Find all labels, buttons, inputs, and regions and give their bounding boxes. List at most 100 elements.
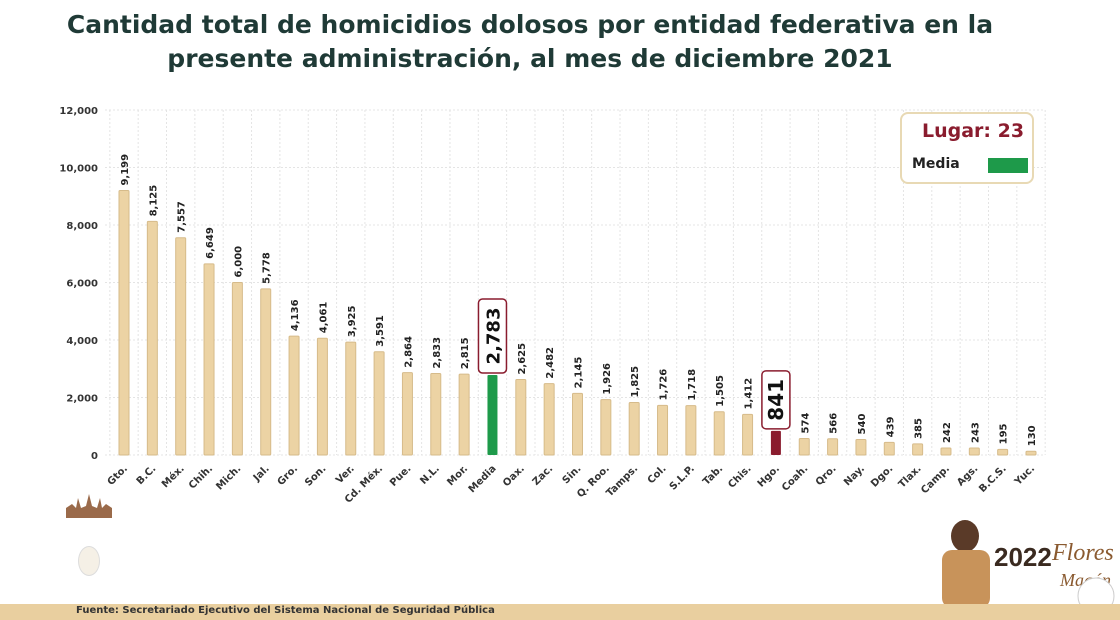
cathedral-logo-icon: [66, 494, 112, 518]
x-tick-label: Zac.: [531, 463, 556, 488]
bar-value-label: 5,778: [262, 252, 273, 284]
bar-media: [487, 374, 498, 455]
bar-hgo: [770, 430, 781, 455]
bar-value-label: 1,412: [744, 378, 755, 410]
highlight-label-box: [477, 298, 508, 374]
x-tick-label: Ags.: [955, 463, 980, 488]
y-tick-label: 0: [91, 451, 98, 462]
x-tick-label: Qro.: [814, 463, 839, 488]
bar-yuc: [1025, 450, 1037, 456]
bar-chih: [203, 263, 215, 456]
bar-value-label: 385: [914, 418, 925, 439]
bar-value-label: 1,718: [687, 369, 698, 401]
y-tick-label: 8,000: [66, 221, 98, 232]
bar-value-label: 243: [970, 422, 981, 443]
bar-value-label: 2,625: [517, 343, 528, 375]
bar-value-label: 2,783: [483, 308, 504, 365]
x-tick-label: Hgo.: [756, 463, 782, 489]
bar-value-label: 130: [1027, 425, 1038, 446]
bar-nay: [855, 438, 867, 456]
bar-camp: [940, 447, 952, 456]
y-tick-label: 10,000: [59, 164, 98, 175]
bar-value-label: 6,000: [233, 246, 244, 278]
bar-value-label: 540: [857, 414, 868, 435]
bar-mich: [231, 282, 243, 456]
x-tick-label: S.L.P.: [668, 463, 697, 492]
bar-value-label: 1,726: [659, 369, 670, 401]
x-tick-label: Oax.: [501, 463, 527, 489]
x-tick-label: Coah.: [780, 463, 810, 493]
bar-value-label: 2,145: [574, 357, 585, 389]
bar-son: [316, 337, 328, 456]
y-tick-label: 6,000: [66, 279, 98, 290]
x-tick-label: Mor.: [445, 463, 470, 488]
x-tick-label: Méx.: [159, 463, 187, 491]
bar-cdmx: [373, 351, 385, 456]
chart-title: Cantidad total de homicidios dolosos por…: [66, 10, 994, 73]
bar-slp: [685, 405, 697, 456]
bar-value-label: 1,926: [602, 363, 613, 395]
bar-value-label: 841: [764, 379, 788, 421]
bar-value-label: 4,061: [318, 302, 329, 334]
x-tick-label: Gro.: [276, 463, 301, 488]
bar-value-label: 3,591: [375, 315, 386, 347]
bar-mx: [175, 237, 187, 456]
x-tick-label: Pue.: [388, 463, 413, 488]
bar-gto: [118, 190, 130, 456]
bar-zac: [543, 383, 555, 456]
bar-value-label: 2,482: [545, 347, 556, 379]
bar-bcs: [997, 448, 1009, 456]
bar-value-label: 2,815: [460, 337, 471, 369]
bar-tamps: [628, 402, 640, 456]
x-tick-label: Tamps.: [605, 463, 641, 499]
bar-value-label: 566: [829, 413, 840, 434]
bar-nl: [430, 373, 442, 456]
bar-value-label: 574: [800, 413, 811, 434]
bar-dgo: [883, 441, 895, 456]
bar-coah: [798, 437, 810, 456]
bar-ags: [968, 447, 980, 456]
x-tick-label: Nay.: [842, 463, 867, 488]
bar-chis: [742, 413, 754, 456]
bar-tlax: [912, 443, 924, 456]
bar-value-label: 1,505: [715, 375, 726, 407]
x-tick-label: Tlax.: [897, 463, 924, 490]
svg-text:2022: 2022: [994, 542, 1052, 572]
x-tick-label: Chih.: [187, 463, 215, 491]
legend: Lugar: 23 Media: [900, 112, 1034, 184]
x-tick-label: Camp.: [919, 463, 952, 496]
x-tick-label: B.C.: [135, 463, 159, 487]
highlight-label-box: [761, 370, 791, 430]
bar-value-label: 4,136: [290, 299, 301, 331]
y-tick-label: 2,000: [66, 394, 98, 405]
x-tick-label: N.L.: [418, 463, 442, 487]
x-tick-label: Dgo.: [869, 463, 895, 489]
bar-gro: [288, 335, 300, 456]
bar-tab: [713, 411, 725, 456]
x-tick-label: Mich.: [214, 463, 243, 492]
seal-icon: [78, 546, 100, 576]
x-tick-label: Chis.: [726, 463, 753, 490]
flores-magon-2022-logo: 2022 Flores Magón: [942, 520, 1115, 608]
bar-qro: [827, 438, 839, 456]
x-tick-label: B.C.S.: [977, 463, 1009, 495]
bar-qroo: [600, 399, 612, 456]
legend-media-label: Media: [912, 156, 960, 172]
bar-sin: [572, 392, 583, 456]
legend-media-swatch: [988, 158, 1028, 173]
bar-value-label: 2,864: [403, 336, 414, 368]
bar-value-label: 439: [885, 416, 896, 437]
bar-value-label: 242: [942, 422, 953, 443]
x-tick-label: Media: [467, 463, 499, 495]
bar-value-label: 3,925: [347, 305, 358, 337]
x-tick-label: Jal.: [251, 463, 272, 484]
source-note: Fuente: Secretariado Ejecutivo del Siste…: [76, 605, 495, 616]
bar-oax: [515, 379, 527, 456]
x-tick-label: Son.: [303, 463, 328, 488]
bar-value-label: 9,199: [120, 154, 131, 186]
bar-value-label: 195: [999, 423, 1010, 444]
x-tick-label: Sin.: [561, 463, 584, 486]
bar-value-label: 6,649: [205, 227, 216, 259]
bar-value-label: 1,825: [630, 366, 641, 398]
